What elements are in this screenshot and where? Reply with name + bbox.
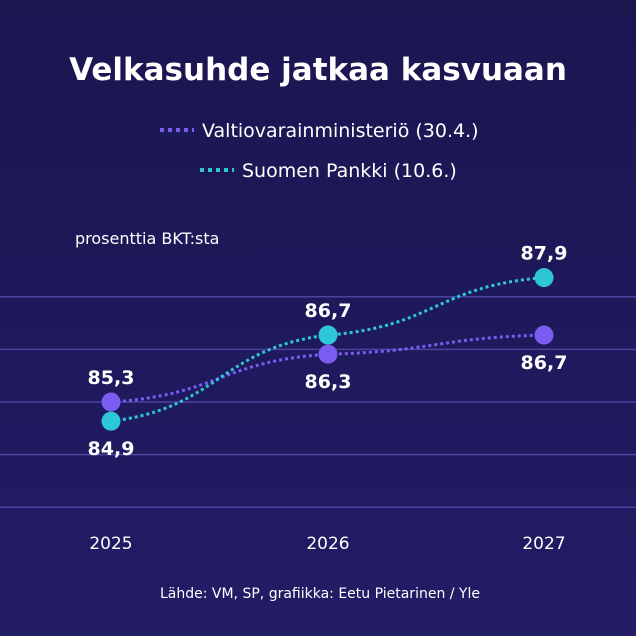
legend-entry-vm: Valtiovarainministeriö (30.4.) [160,120,479,142]
point-sp-2025 [101,411,121,431]
legend-label-sp: Suomen Pankki (10.6.) [242,160,457,182]
y-axis-unit-label: prosenttia BKT:sta [75,229,219,248]
gridlines [0,296,636,509]
x-axis-ticks: 2025 2026 2027 [89,534,565,554]
point-sp-2026 [318,325,338,345]
legend-label-vm: Valtiovarainministeriö (30.4.) [202,120,479,142]
source-credit: Lähde: VM, SP, grafiikka: Eetu Pietarine… [160,586,480,602]
data-label-sp-2025: 84,9 [88,438,135,460]
data-label-sp-2026: 86,7 [305,300,352,322]
data-label-sp-2027: 87,9 [521,243,568,265]
data-label-vm-2025: 85,3 [88,367,135,389]
data-label-vm-2026: 86,3 [305,371,352,393]
x-tick-label-2026: 2026 [306,534,349,554]
point-sp-2027 [534,268,554,288]
data-points [101,268,554,431]
legend-entry-sp: Suomen Pankki (10.6.) [200,160,457,182]
x-tick-label-2027: 2027 [522,534,565,554]
data-label-vm-2027: 86,7 [521,352,568,374]
point-vm-2025 [101,392,121,412]
data-labels: 85,3 86,3 86,7 84,9 86,7 87,9 [88,243,568,461]
point-vm-2026 [318,344,338,364]
chart-title: Velkasuhde jatkaa kasvuaan [69,52,567,88]
legend: Valtiovarainministeriö (30.4.) Suomen Pa… [160,120,479,182]
point-vm-2027 [534,325,554,345]
x-tick-label-2025: 2025 [89,534,132,554]
